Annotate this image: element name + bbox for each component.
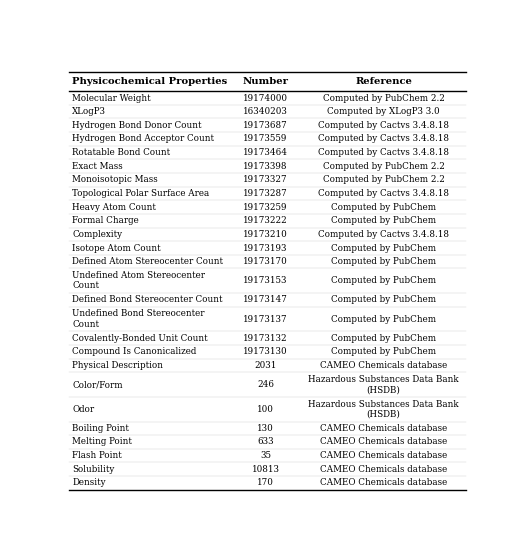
- Text: 19173170: 19173170: [243, 257, 288, 266]
- Text: 19173193: 19173193: [243, 244, 288, 252]
- Text: Computed by PubChem: Computed by PubChem: [331, 216, 436, 225]
- Text: 19173259: 19173259: [243, 202, 288, 212]
- Text: Rotatable Bond Count: Rotatable Bond Count: [72, 148, 170, 157]
- Text: CAMEO Chemicals database: CAMEO Chemicals database: [320, 424, 447, 433]
- Text: Computed by PubChem 2.2: Computed by PubChem 2.2: [323, 162, 445, 171]
- Text: Computed by PubChem: Computed by PubChem: [331, 348, 436, 356]
- Text: Defined Atom Stereocenter Count: Defined Atom Stereocenter Count: [72, 257, 223, 266]
- Text: Solubility: Solubility: [72, 465, 114, 474]
- Text: Density: Density: [72, 478, 106, 488]
- Text: 170: 170: [257, 478, 274, 488]
- Text: Undefined Atom Stereocenter
Count: Undefined Atom Stereocenter Count: [72, 271, 205, 290]
- Text: 10813: 10813: [252, 465, 279, 474]
- Text: 19173153: 19173153: [243, 276, 288, 285]
- Text: 19173687: 19173687: [243, 121, 288, 130]
- Text: Undefined Bond Stereocenter
Count: Undefined Bond Stereocenter Count: [72, 309, 205, 329]
- Text: Hazardous Substances Data Bank
(HSDB): Hazardous Substances Data Bank (HSDB): [309, 400, 459, 419]
- Text: Covalently-Bonded Unit Count: Covalently-Bonded Unit Count: [72, 334, 208, 342]
- Text: 19173137: 19173137: [243, 315, 288, 324]
- Text: Hydrogen Bond Donor Count: Hydrogen Bond Donor Count: [72, 121, 201, 130]
- Text: Number: Number: [243, 77, 289, 86]
- Text: Computed by PubChem: Computed by PubChem: [331, 334, 436, 342]
- Text: Computed by PubChem: Computed by PubChem: [331, 202, 436, 212]
- Text: 633: 633: [257, 438, 274, 446]
- Text: Physicochemical Properties: Physicochemical Properties: [72, 77, 228, 86]
- Text: CAMEO Chemicals database: CAMEO Chemicals database: [320, 438, 447, 446]
- Text: 2031: 2031: [254, 361, 277, 370]
- Text: Exact Mass: Exact Mass: [72, 162, 123, 171]
- Text: Compound Is Canonicalized: Compound Is Canonicalized: [72, 348, 196, 356]
- Text: Computed by Cactvs 3.4.8.18: Computed by Cactvs 3.4.8.18: [318, 121, 449, 130]
- Text: Boiling Point: Boiling Point: [72, 424, 129, 433]
- Text: Reference: Reference: [355, 77, 412, 86]
- Text: Computed by Cactvs 3.4.8.18: Computed by Cactvs 3.4.8.18: [318, 189, 449, 198]
- Text: 19173147: 19173147: [243, 295, 288, 305]
- Text: 100: 100: [257, 405, 274, 414]
- Text: Computed by PubChem 2.2: Computed by PubChem 2.2: [323, 175, 445, 185]
- Text: Odor: Odor: [72, 405, 94, 414]
- Text: 19173287: 19173287: [243, 189, 288, 198]
- Text: Molecular Weight: Molecular Weight: [72, 93, 151, 102]
- Text: 19173132: 19173132: [243, 334, 288, 342]
- Text: Physical Description: Physical Description: [72, 361, 163, 370]
- Text: 19173210: 19173210: [243, 230, 288, 239]
- Text: Complexity: Complexity: [72, 230, 122, 239]
- Text: Isotope Atom Count: Isotope Atom Count: [72, 244, 161, 252]
- Text: Computed by PubChem: Computed by PubChem: [331, 257, 436, 266]
- Text: 19173398: 19173398: [243, 162, 288, 171]
- Text: 19173130: 19173130: [243, 348, 288, 356]
- Text: 19173222: 19173222: [243, 216, 288, 225]
- Text: Color/Form: Color/Form: [72, 380, 123, 389]
- Text: 16340203: 16340203: [243, 107, 288, 116]
- Text: Computed by PubChem: Computed by PubChem: [331, 315, 436, 324]
- Text: Computed by PubChem 2.2: Computed by PubChem 2.2: [323, 93, 445, 102]
- Text: Monoisotopic Mass: Monoisotopic Mass: [72, 175, 158, 185]
- Text: CAMEO Chemicals database: CAMEO Chemicals database: [320, 465, 447, 474]
- Text: Computed by XLogP3 3.0: Computed by XLogP3 3.0: [327, 107, 440, 116]
- Text: Computed by Cactvs 3.4.8.18: Computed by Cactvs 3.4.8.18: [318, 230, 449, 239]
- Text: Melting Point: Melting Point: [72, 438, 132, 446]
- Text: CAMEO Chemicals database: CAMEO Chemicals database: [320, 361, 447, 370]
- Text: 246: 246: [257, 380, 274, 389]
- Text: Hazardous Substances Data Bank
(HSDB): Hazardous Substances Data Bank (HSDB): [309, 375, 459, 394]
- Text: Computed by PubChem: Computed by PubChem: [331, 276, 436, 285]
- Text: Defined Bond Stereocenter Count: Defined Bond Stereocenter Count: [72, 295, 222, 305]
- Text: 19173327: 19173327: [243, 175, 288, 185]
- Text: Flash Point: Flash Point: [72, 451, 122, 460]
- Text: 130: 130: [257, 424, 274, 433]
- Text: 35: 35: [260, 451, 271, 460]
- Text: Heavy Atom Count: Heavy Atom Count: [72, 202, 156, 212]
- Text: Computed by PubChem: Computed by PubChem: [331, 295, 436, 305]
- Text: Computed by Cactvs 3.4.8.18: Computed by Cactvs 3.4.8.18: [318, 148, 449, 157]
- Text: Computed by Cactvs 3.4.8.18: Computed by Cactvs 3.4.8.18: [318, 135, 449, 143]
- Text: 19174000: 19174000: [243, 93, 288, 102]
- Text: Formal Charge: Formal Charge: [72, 216, 139, 225]
- Text: 19173464: 19173464: [243, 148, 288, 157]
- Text: Computed by PubChem: Computed by PubChem: [331, 244, 436, 252]
- Text: Hydrogen Bond Acceptor Count: Hydrogen Bond Acceptor Count: [72, 135, 214, 143]
- Text: CAMEO Chemicals database: CAMEO Chemicals database: [320, 451, 447, 460]
- Text: Topological Polar Surface Area: Topological Polar Surface Area: [72, 189, 209, 198]
- Text: CAMEO Chemicals database: CAMEO Chemicals database: [320, 478, 447, 488]
- Text: 19173559: 19173559: [243, 135, 288, 143]
- Text: XLogP3: XLogP3: [72, 107, 106, 116]
